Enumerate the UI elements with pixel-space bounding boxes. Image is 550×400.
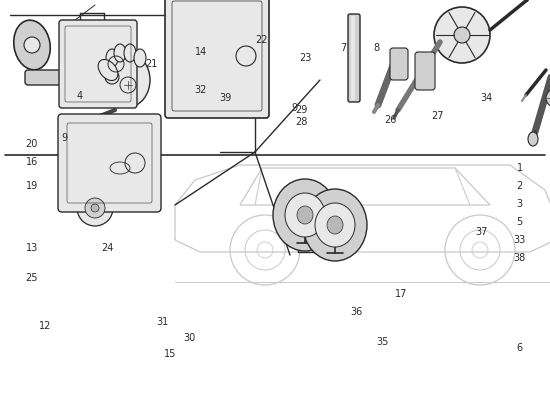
- Text: 6: 6: [516, 343, 523, 353]
- Bar: [351, 16, 355, 100]
- Text: 28: 28: [295, 117, 307, 127]
- Text: 16: 16: [26, 157, 38, 167]
- Circle shape: [85, 198, 105, 218]
- Text: 5: 5: [516, 217, 523, 227]
- Circle shape: [91, 204, 99, 212]
- Ellipse shape: [303, 189, 367, 261]
- Text: 22: 22: [255, 35, 267, 45]
- Circle shape: [434, 7, 490, 63]
- Ellipse shape: [285, 193, 325, 237]
- Circle shape: [454, 27, 470, 43]
- Text: 14: 14: [195, 47, 207, 57]
- Ellipse shape: [315, 203, 355, 247]
- Ellipse shape: [114, 44, 126, 62]
- Ellipse shape: [92, 160, 128, 180]
- Text: 34: 34: [481, 93, 493, 103]
- Ellipse shape: [98, 57, 126, 97]
- Text: 33: 33: [514, 235, 526, 245]
- Text: 39: 39: [219, 93, 232, 103]
- FancyBboxPatch shape: [415, 52, 435, 90]
- FancyBboxPatch shape: [25, 70, 105, 85]
- Text: 19: 19: [26, 181, 38, 191]
- Ellipse shape: [98, 60, 118, 80]
- Text: 36: 36: [350, 307, 362, 317]
- Text: 23: 23: [299, 53, 311, 63]
- Ellipse shape: [528, 132, 538, 146]
- Text: 1: 1: [516, 163, 523, 173]
- Ellipse shape: [327, 216, 343, 234]
- Text: 29: 29: [295, 105, 307, 115]
- Text: 25: 25: [26, 273, 38, 283]
- Ellipse shape: [14, 20, 50, 70]
- Text: 13: 13: [26, 243, 38, 253]
- Text: 21: 21: [145, 59, 157, 69]
- FancyBboxPatch shape: [390, 48, 408, 80]
- Text: 4: 4: [76, 91, 83, 101]
- Text: 38: 38: [514, 253, 526, 263]
- Ellipse shape: [106, 53, 150, 107]
- Text: 9: 9: [62, 133, 68, 143]
- FancyBboxPatch shape: [94, 181, 126, 193]
- Text: 3: 3: [516, 199, 523, 209]
- Circle shape: [24, 37, 40, 53]
- Text: 35: 35: [376, 337, 388, 347]
- Text: 26: 26: [384, 115, 397, 125]
- Circle shape: [105, 70, 119, 84]
- Text: 8: 8: [373, 43, 380, 53]
- FancyBboxPatch shape: [165, 0, 269, 118]
- Text: 20: 20: [26, 139, 38, 149]
- Text: 30: 30: [184, 333, 196, 343]
- Ellipse shape: [110, 162, 130, 174]
- Ellipse shape: [106, 49, 118, 67]
- Ellipse shape: [134, 49, 146, 67]
- Circle shape: [77, 190, 113, 226]
- Text: 37: 37: [475, 227, 487, 237]
- Text: 17: 17: [395, 289, 408, 299]
- Ellipse shape: [297, 206, 313, 224]
- Text: 32: 32: [195, 85, 207, 95]
- FancyBboxPatch shape: [58, 114, 161, 212]
- Text: 15: 15: [164, 349, 177, 359]
- Circle shape: [546, 89, 550, 107]
- Text: 12: 12: [39, 321, 51, 331]
- FancyBboxPatch shape: [59, 20, 137, 108]
- FancyBboxPatch shape: [348, 14, 360, 102]
- Text: 7: 7: [340, 43, 347, 53]
- Ellipse shape: [273, 179, 337, 251]
- Text: 2: 2: [516, 181, 523, 191]
- Text: 27: 27: [431, 111, 443, 121]
- Text: 31: 31: [156, 317, 168, 327]
- Text: 24: 24: [101, 243, 113, 253]
- Ellipse shape: [124, 44, 136, 62]
- Text: 9: 9: [291, 103, 298, 113]
